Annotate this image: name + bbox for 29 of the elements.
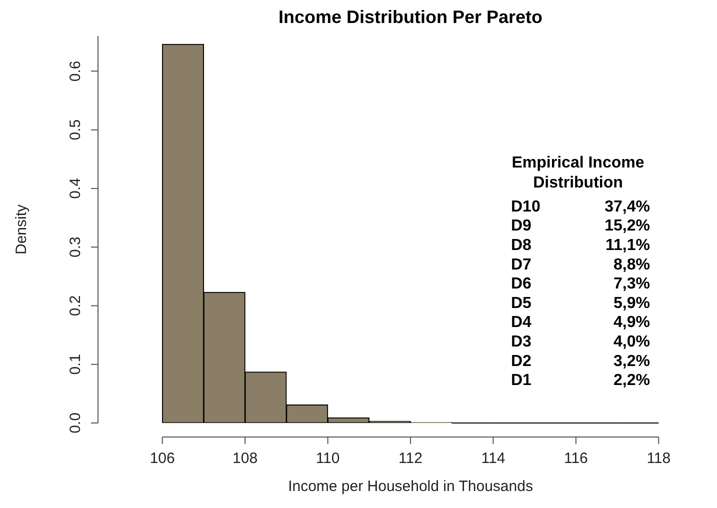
y-tick-label: 0.5 [67,119,84,140]
x-tick-label: 116 [564,450,588,468]
text: D9 15,2% [511,218,650,235]
y-tick-label: 0.6 [67,60,84,82]
y-tick-label: 0.3 [67,236,84,258]
text: D4 4,9% [511,314,650,332]
y-tick-label: 0.0 [67,412,84,434]
text: D8 11,1% [511,237,650,254]
x-tick-label: 106 [150,450,175,468]
text: D7 8,8% [511,256,650,274]
text: D2 3,2% [511,352,650,370]
x-tick-label: 118 [646,450,671,468]
chart-title: Income Distribution Per Pareto [278,6,543,27]
y-tick-label: 0.4 [67,178,84,199]
text: D6 7,3% [511,276,650,293]
x-tick-label: 114 [481,450,506,468]
x-tick-label: 108 [232,450,258,468]
text: D1 2,2% [511,372,650,390]
annotation: Empirical Income [512,154,644,172]
y-axis-title: Density [13,204,30,255]
annotation: Distribution [533,174,623,192]
text: D5 5,9% [511,294,650,312]
x-tick-label: 112 [398,450,422,468]
text: D3 4,0% [511,334,650,351]
x-axis-title: Income per Household in Thousands [288,478,533,496]
x-tick-label: 110 [316,450,340,468]
text: D10 37,4% [511,198,650,216]
y-tick-label: 0.1 [67,354,84,375]
y-tick-label: 0.2 [67,295,84,316]
